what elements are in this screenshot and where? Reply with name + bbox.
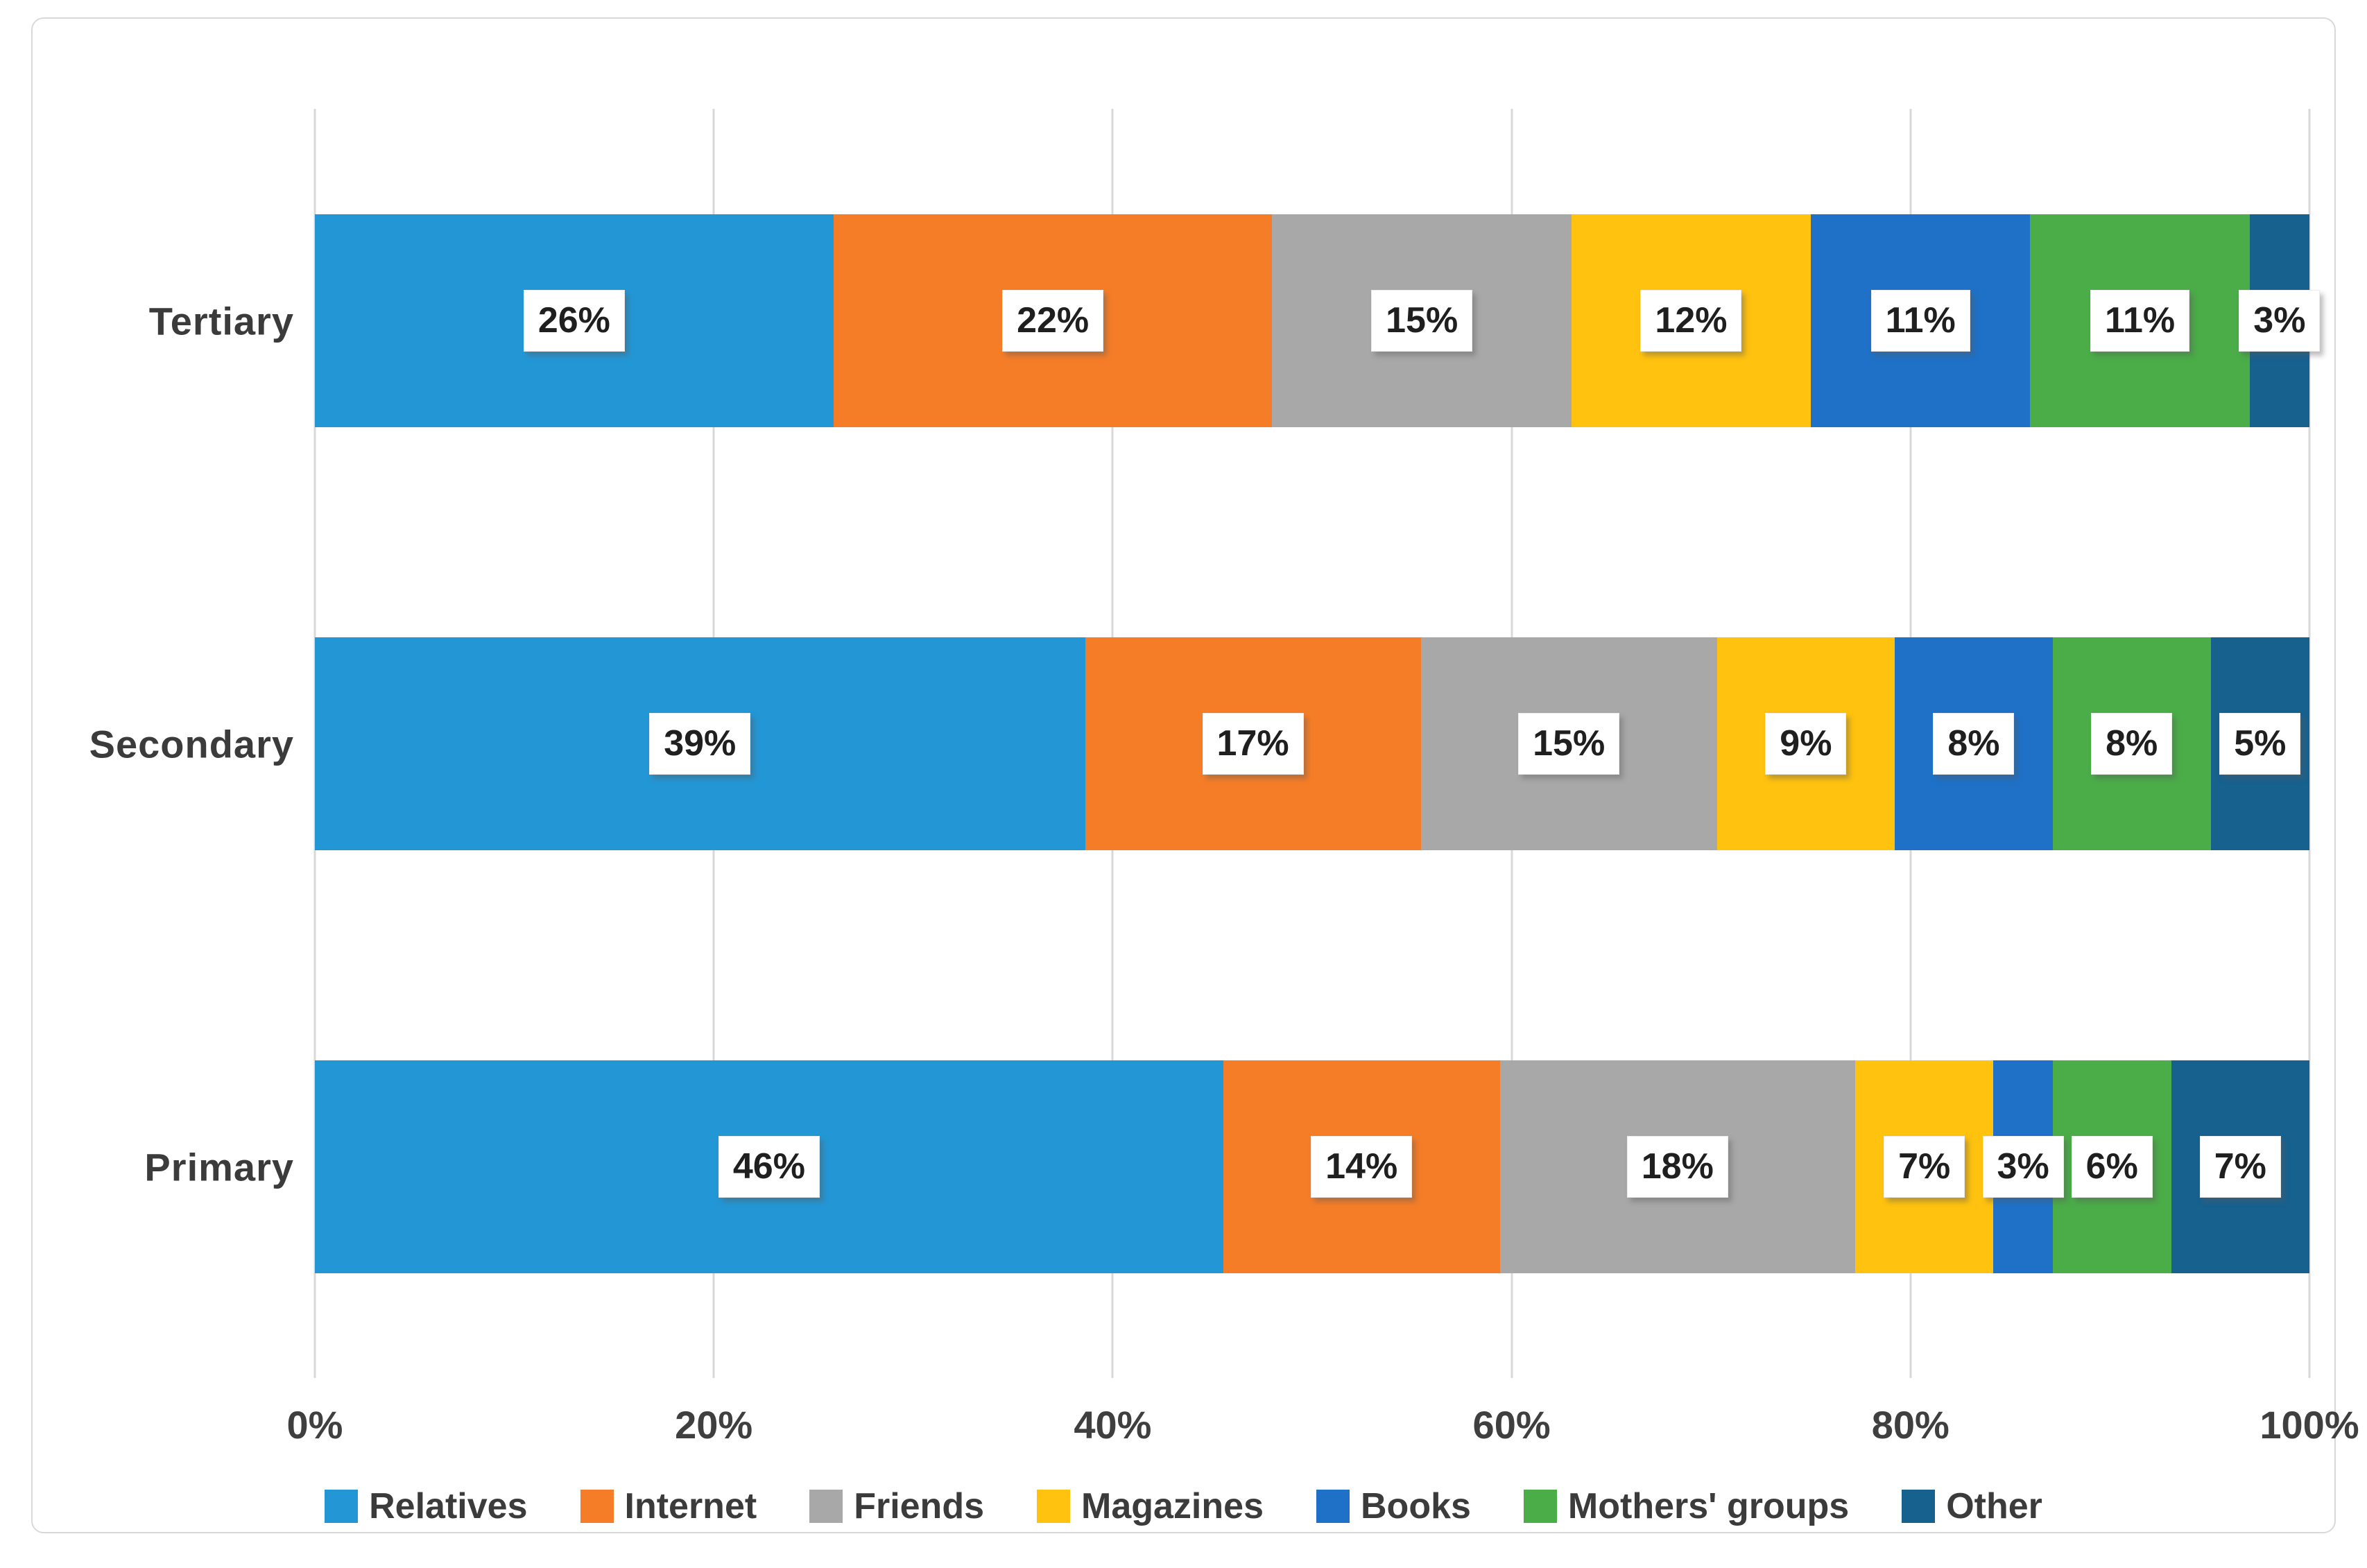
x-tick-label: 0% — [286, 1403, 343, 1447]
legend-item-internet: Internet — [580, 1485, 757, 1527]
data-label: 46% — [718, 1136, 820, 1198]
segment-magazines: 12% — [1571, 214, 1811, 427]
segment-internet: 17% — [1085, 637, 1421, 850]
segment-other: 3% — [2239, 214, 2321, 427]
x-axis: 0% 20% 40% 60% 80% 100% — [287, 1402, 2359, 1451]
segment-mothers-groups: 11% — [2030, 214, 2250, 427]
data-label: 8% — [1933, 713, 2015, 775]
segment-other: 5% — [2210, 637, 2309, 850]
category-label: Primary — [144, 1145, 294, 1189]
bar-track: 26% 22% 15% 12% 11% 11% 3% — [315, 214, 2321, 427]
legend-swatch-icon — [1523, 1490, 1557, 1523]
segment-magazines: 7% — [1855, 1060, 1994, 1273]
data-label: 11% — [2090, 290, 2190, 352]
legend-label: Relatives — [369, 1486, 528, 1526]
segment-relatives: 39% — [315, 637, 1085, 850]
legend-item-other: Other — [1902, 1485, 2042, 1527]
segment-books: 3% — [1982, 1060, 2064, 1273]
x-tick-label: 40% — [1074, 1403, 1152, 1447]
legend-swatch-icon — [1316, 1490, 1350, 1523]
segment-internet: 14% — [1223, 1060, 1500, 1273]
legend-swatch-icon — [580, 1490, 614, 1523]
legend-item-mothers-groups: Mothers' groups — [1523, 1485, 1850, 1527]
segment-friends: 15% — [1420, 637, 1717, 850]
data-label: 9% — [1765, 713, 1847, 775]
chart-frame: Tertiary 26% 22% 15% 12% 11% 11% 3% Secondary 39%… — [31, 17, 2359, 1533]
bar-track: 46% 14% 18% 7% 3% 6% 7% — [315, 1060, 2309, 1273]
legend-item-friends: Friends — [809, 1485, 984, 1527]
segment-books: 8% — [1895, 637, 2053, 850]
legend-item-relatives: Relatives — [325, 1485, 528, 1527]
data-label: 7% — [2199, 1136, 2281, 1198]
data-label: 14% — [1311, 1136, 1413, 1198]
legend: Relatives Internet Friends Magazines Books Mo… — [74, 1485, 2293, 1527]
segment-internet: 22% — [833, 214, 1273, 427]
data-label: 6% — [2071, 1136, 2153, 1198]
x-tick-label: 20% — [675, 1403, 753, 1447]
gridline — [2308, 109, 2311, 1378]
legend-label: Other — [1946, 1486, 2042, 1526]
segment-mothers-groups: 8% — [2052, 637, 2211, 850]
legend-swatch-icon — [1037, 1490, 1071, 1523]
bar-row-primary: Primary 46% 14% 18% 7% 3% 6% 7% — [144, 1060, 2309, 1273]
data-label: 22% — [1002, 290, 1104, 352]
segment-magazines: 9% — [1716, 637, 1895, 850]
plot-area: Tertiary 26% 22% 15% 12% 11% 11% 3% Secondary 39%… — [89, 109, 2321, 1378]
x-tick-label: 100% — [2260, 1403, 2359, 1447]
legend-label: Books — [1361, 1486, 1471, 1526]
legend-swatch-icon — [809, 1490, 843, 1523]
bar-row-tertiary: Tertiary 26% 22% 15% 12% 11% 11% 3% — [149, 214, 2321, 427]
data-label: 3% — [1982, 1136, 2064, 1198]
legend-swatch-icon — [325, 1490, 359, 1523]
data-label: 17% — [1202, 713, 1304, 775]
x-tick-label: 60% — [1472, 1403, 1551, 1447]
data-label: 18% — [1626, 1136, 1728, 1198]
data-label: 5% — [2219, 713, 2301, 775]
bar-track: 39% 17% 15% 9% 8% 8% 5% — [315, 637, 2309, 850]
segment-friends: 15% — [1272, 214, 1572, 427]
legend-label: Friends — [854, 1486, 985, 1526]
data-label: 15% — [1371, 290, 1473, 352]
segment-relatives: 26% — [315, 214, 834, 427]
segment-mothers-groups: 6% — [2052, 1060, 2171, 1273]
x-tick-label: 80% — [1871, 1403, 1949, 1447]
legend-label: Mothers' groups — [1567, 1486, 1850, 1526]
data-label: 39% — [649, 713, 751, 775]
data-label: 3% — [2239, 290, 2321, 352]
data-label: 11% — [1870, 290, 1970, 352]
data-label: 7% — [1884, 1136, 1965, 1198]
data-label: 26% — [523, 290, 625, 352]
category-label: Tertiary — [148, 299, 294, 343]
segment-other: 7% — [2171, 1060, 2309, 1273]
segment-friends: 18% — [1499, 1060, 1856, 1273]
bar-row-secondary: Secondary 39% 17% 15% 9% 8% 8% 5% — [89, 637, 2309, 850]
data-label: 15% — [1518, 713, 1620, 775]
segment-relatives: 46% — [315, 1060, 1223, 1273]
legend-item-magazines: Magazines — [1037, 1485, 1264, 1527]
data-label: 8% — [2091, 713, 2173, 775]
legend-label: Magazines — [1081, 1486, 1264, 1526]
legend-item-books: Books — [1316, 1485, 1471, 1527]
category-label: Secondary — [89, 722, 294, 766]
data-label: 12% — [1640, 290, 1742, 352]
segment-books: 11% — [1811, 214, 2031, 427]
legend-label: Internet — [624, 1486, 757, 1526]
legend-swatch-icon — [1902, 1490, 1936, 1523]
